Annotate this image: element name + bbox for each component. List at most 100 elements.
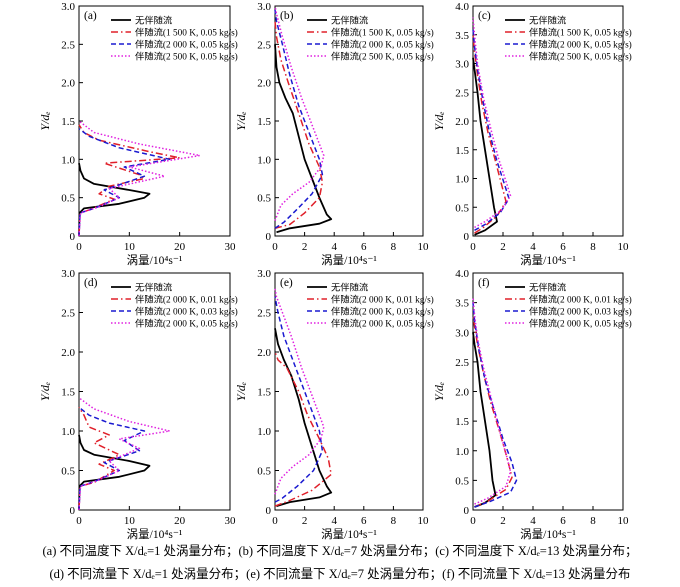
y-tick-label: 1.0 <box>455 174 469 186</box>
legend-entry: 伴随流(2 500 K, 0.05 kg/s) <box>529 51 632 63</box>
y-tick-label: 0.5 <box>61 193 75 205</box>
legend-entry: 无伴随流 <box>331 282 368 294</box>
y-tick-label: 3.0 <box>455 327 469 339</box>
x-tick-label: 2 <box>302 241 308 253</box>
x-tick-label: 2 <box>500 241 506 253</box>
legend-entry: 伴随流(2 000 K, 0.05 kg/s) <box>135 318 238 330</box>
panel-label: (a) <box>84 10 97 22</box>
series-line <box>472 28 510 231</box>
y-tick-label: 2.0 <box>61 347 75 359</box>
y-tick-label: 1.5 <box>61 116 75 128</box>
x-axis-label: 涡量/10⁴s⁻¹ <box>127 254 183 267</box>
x-tick-label: 8 <box>391 515 397 527</box>
x-axis-label: 涡量/10⁴s⁻¹ <box>520 528 576 540</box>
x-axis-label: 涡量/10⁴s⁻¹ <box>127 528 183 540</box>
chart-panel: 0 0.5 1.0 1.5 2.0 2.5 3.0 3.5 4.0 0 2 4 6 8 10 涡量/10⁴s⁻… <box>432 1 632 267</box>
x-tick-label: 2 <box>500 515 506 527</box>
panel-label: (b) <box>280 10 294 22</box>
x-tick-label: 8 <box>391 241 397 253</box>
x-tick-label: 0 <box>76 241 82 253</box>
y-tick-label: 0 <box>464 505 470 517</box>
x-axis-label: 涡量/10⁴s⁻¹ <box>321 528 377 540</box>
series-line <box>472 17 512 229</box>
y-tick-label: 2.5 <box>61 39 75 51</box>
y-tick-label: 1.0 <box>61 154 75 166</box>
y-axis-label: Y/dₑ <box>38 111 52 130</box>
panel-label: (c) <box>478 10 491 22</box>
x-tick-label: 10 <box>618 515 630 527</box>
x-axis-label: 涡量/10⁴s⁻¹ <box>520 254 576 267</box>
y-tick-label: 3.0 <box>61 1 75 13</box>
y-tick-label: 1.0 <box>257 154 271 166</box>
x-tick-label: 0 <box>470 515 476 527</box>
y-tick-label: 3.0 <box>61 268 75 280</box>
x-tick-label: 10 <box>618 241 630 253</box>
series-line <box>78 124 181 237</box>
caption-line-2: (d) 不同流量下 X/dₑ=1 处涡量分布；(e) 不同流量下 X/dₑ=7 … <box>49 567 631 581</box>
y-axis-label: Y/dₑ <box>432 111 446 130</box>
y-tick-label: 2.5 <box>257 308 271 320</box>
series-line <box>78 163 151 237</box>
legend-entry: 无伴随流 <box>331 15 368 27</box>
y-tick-label: 3.0 <box>455 59 469 71</box>
x-tick-label: 4 <box>530 241 536 253</box>
legend-entry: 伴随流(2 000 K, 0.05 kg/s) <box>331 39 434 51</box>
x-tick-label: 10 <box>418 241 430 253</box>
series-line <box>274 21 324 230</box>
y-tick-label: 0.5 <box>455 202 469 214</box>
x-tick-label: 6 <box>560 515 566 527</box>
series-line <box>78 397 171 511</box>
x-tick-label: 4 <box>331 515 337 527</box>
legend-entry: 无伴随流 <box>135 15 172 27</box>
y-tick-label: 2.0 <box>61 78 75 90</box>
series-line <box>78 406 146 511</box>
series-line <box>274 328 333 507</box>
y-tick-label: 1.0 <box>455 446 469 458</box>
y-tick-label: 3.5 <box>455 298 469 310</box>
series-line <box>274 296 324 503</box>
y-axis-label: Y/dₑ <box>38 382 52 401</box>
legend-entry: 伴随流(1 500 K, 0.05 kg/s) <box>331 27 434 39</box>
panel-label: (d) <box>84 277 98 289</box>
y-tick-label: 0 <box>266 231 272 243</box>
x-tick-label: 30 <box>225 515 237 527</box>
y-tick-label: 2.0 <box>455 387 469 399</box>
x-tick-label: 0 <box>272 515 278 527</box>
x-tick-label: 4 <box>530 515 536 527</box>
y-axis-label: Y/dₑ <box>234 382 248 401</box>
legend-entry: 伴随流(2 000 K, 0.01 kg/s) <box>529 294 632 306</box>
y-tick-label: 1.0 <box>61 426 75 438</box>
series-line <box>78 120 201 237</box>
y-tick-label: 0.5 <box>257 193 271 205</box>
x-tick-label: 10 <box>124 515 136 527</box>
x-tick-label: 6 <box>560 241 566 253</box>
y-tick-label: 1.0 <box>257 426 271 438</box>
y-tick-label: 3.0 <box>257 268 271 280</box>
series-line <box>274 9 324 229</box>
y-axis-label: Y/dₑ <box>432 382 446 401</box>
y-tick-label: 1.5 <box>61 387 75 399</box>
legend-entry: 伴随流(2 000 K, 0.03 kg/s) <box>529 306 632 318</box>
x-axis-label: 涡量/10⁴s⁻¹ <box>321 254 377 267</box>
y-tick-label: 1.5 <box>257 116 271 128</box>
legend-entry: 无伴随流 <box>529 15 566 27</box>
y-tick-label: 2.5 <box>61 308 75 320</box>
legend-entry: 伴随流(1 500 K, 0.05 kg/s) <box>135 27 238 39</box>
y-tick-label: 4.0 <box>455 268 469 280</box>
series-line <box>274 351 332 507</box>
y-tick-label: 2.0 <box>257 347 271 359</box>
x-tick-label: 4 <box>331 241 337 253</box>
chart-panel: 0 0.5 1.0 1.5 2.0 2.5 3.0 3.5 4.0 0 2 4 6 8 10 涡量/10⁴s⁻… <box>432 268 632 540</box>
chart-panel: 0 0.5 1.0 1.5 2.0 2.5 3.0 0 10 20 30 涡量/10⁴s⁻¹ Y/dₑ (… <box>38 1 238 267</box>
series-line <box>78 434 151 511</box>
y-tick-label: 0 <box>70 231 76 243</box>
x-tick-label: 6 <box>361 241 367 253</box>
y-tick-label: 0 <box>266 505 272 517</box>
caption-line-1: (a) 不同温度下 X/dₑ=1 处涡量分布；(b) 不同温度下 X/dₑ=7 … <box>42 544 638 558</box>
x-tick-label: 0 <box>272 241 278 253</box>
legend-entry: 无伴随流 <box>529 282 566 294</box>
legend-entry: 伴随流(2 000 K, 0.01 kg/s) <box>331 294 434 306</box>
legend-entry: 伴随流(2 000 K, 0.05 kg/s) <box>331 318 434 330</box>
series-line <box>274 44 333 234</box>
y-tick-label: 1.5 <box>257 387 271 399</box>
